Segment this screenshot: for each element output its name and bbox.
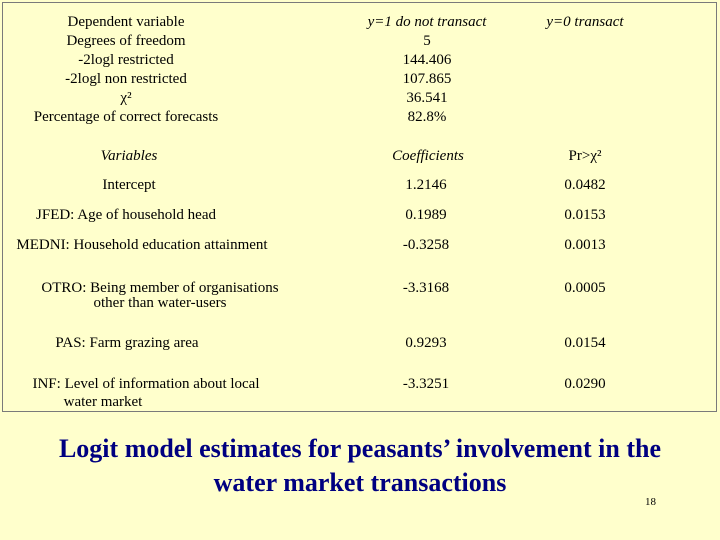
- row-pr: 0.0005: [564, 280, 606, 296]
- row-variable-cont: other than water-users: [93, 295, 227, 311]
- stat-label: Percentage of correct forecasts: [33, 109, 219, 125]
- row-variable-cont: water market: [63, 394, 143, 410]
- stat-label: Degrees of freedom: [66, 33, 186, 49]
- header-variables: Variables: [100, 148, 158, 164]
- row-variable: OTRO: Being member of organisations: [41, 280, 279, 296]
- stat-label: -2logl non restricted: [65, 71, 187, 87]
- row-pr: 0.0290: [564, 376, 606, 392]
- row-pr: 0.0153: [564, 207, 606, 223]
- row-coefficient: 0.9293: [405, 335, 447, 351]
- row-variable: Intercept: [102, 177, 156, 193]
- stat-value: 5: [423, 33, 431, 49]
- row-coefficient: 0.1989: [405, 207, 447, 223]
- row-variable: PAS: Farm grazing area: [55, 335, 199, 351]
- row-coefficient: -3.3168: [402, 280, 450, 296]
- row-pr: 0.0482: [564, 177, 606, 193]
- row-pr: 0.0013: [564, 237, 606, 253]
- stat-label: χ²: [120, 90, 132, 106]
- row-pr: 0.0154: [564, 335, 606, 351]
- row-variable: INF: Level of information about local: [32, 376, 260, 392]
- caption-line-1: Logit model estimates for peasants’ invo…: [58, 434, 662, 463]
- page-number: 18: [645, 496, 656, 508]
- row-coefficient: 1.2146: [405, 177, 447, 193]
- stat-col1-header: y=1 do not transact: [367, 14, 487, 30]
- header-pr: Pr>χ²: [568, 148, 602, 164]
- stat-col2-header: y=0 transact: [546, 14, 624, 30]
- stat-label: -2logl restricted: [78, 52, 174, 68]
- header-coefficients: Coefficients: [392, 148, 464, 164]
- row-coefficient: -3.3251: [402, 376, 450, 392]
- row-variable: MEDNI: Household education attainment: [16, 237, 268, 253]
- caption-line-2: water market transactions: [213, 468, 507, 497]
- row-coefficient: -0.3258: [402, 237, 450, 253]
- stat-label: Dependent variable: [67, 14, 185, 30]
- stat-value: 82.8%: [407, 109, 447, 125]
- stat-value: 144.406: [402, 52, 452, 68]
- slide-caption: Logit model estimates for peasants’ invo…: [0, 432, 720, 500]
- results-table: Dependent variable Degrees of freedom -2…: [2, 2, 717, 412]
- stat-value: 107.865: [402, 71, 452, 87]
- row-variable: JFED: Age of household head: [36, 207, 216, 223]
- stat-value: 36.541: [406, 90, 448, 106]
